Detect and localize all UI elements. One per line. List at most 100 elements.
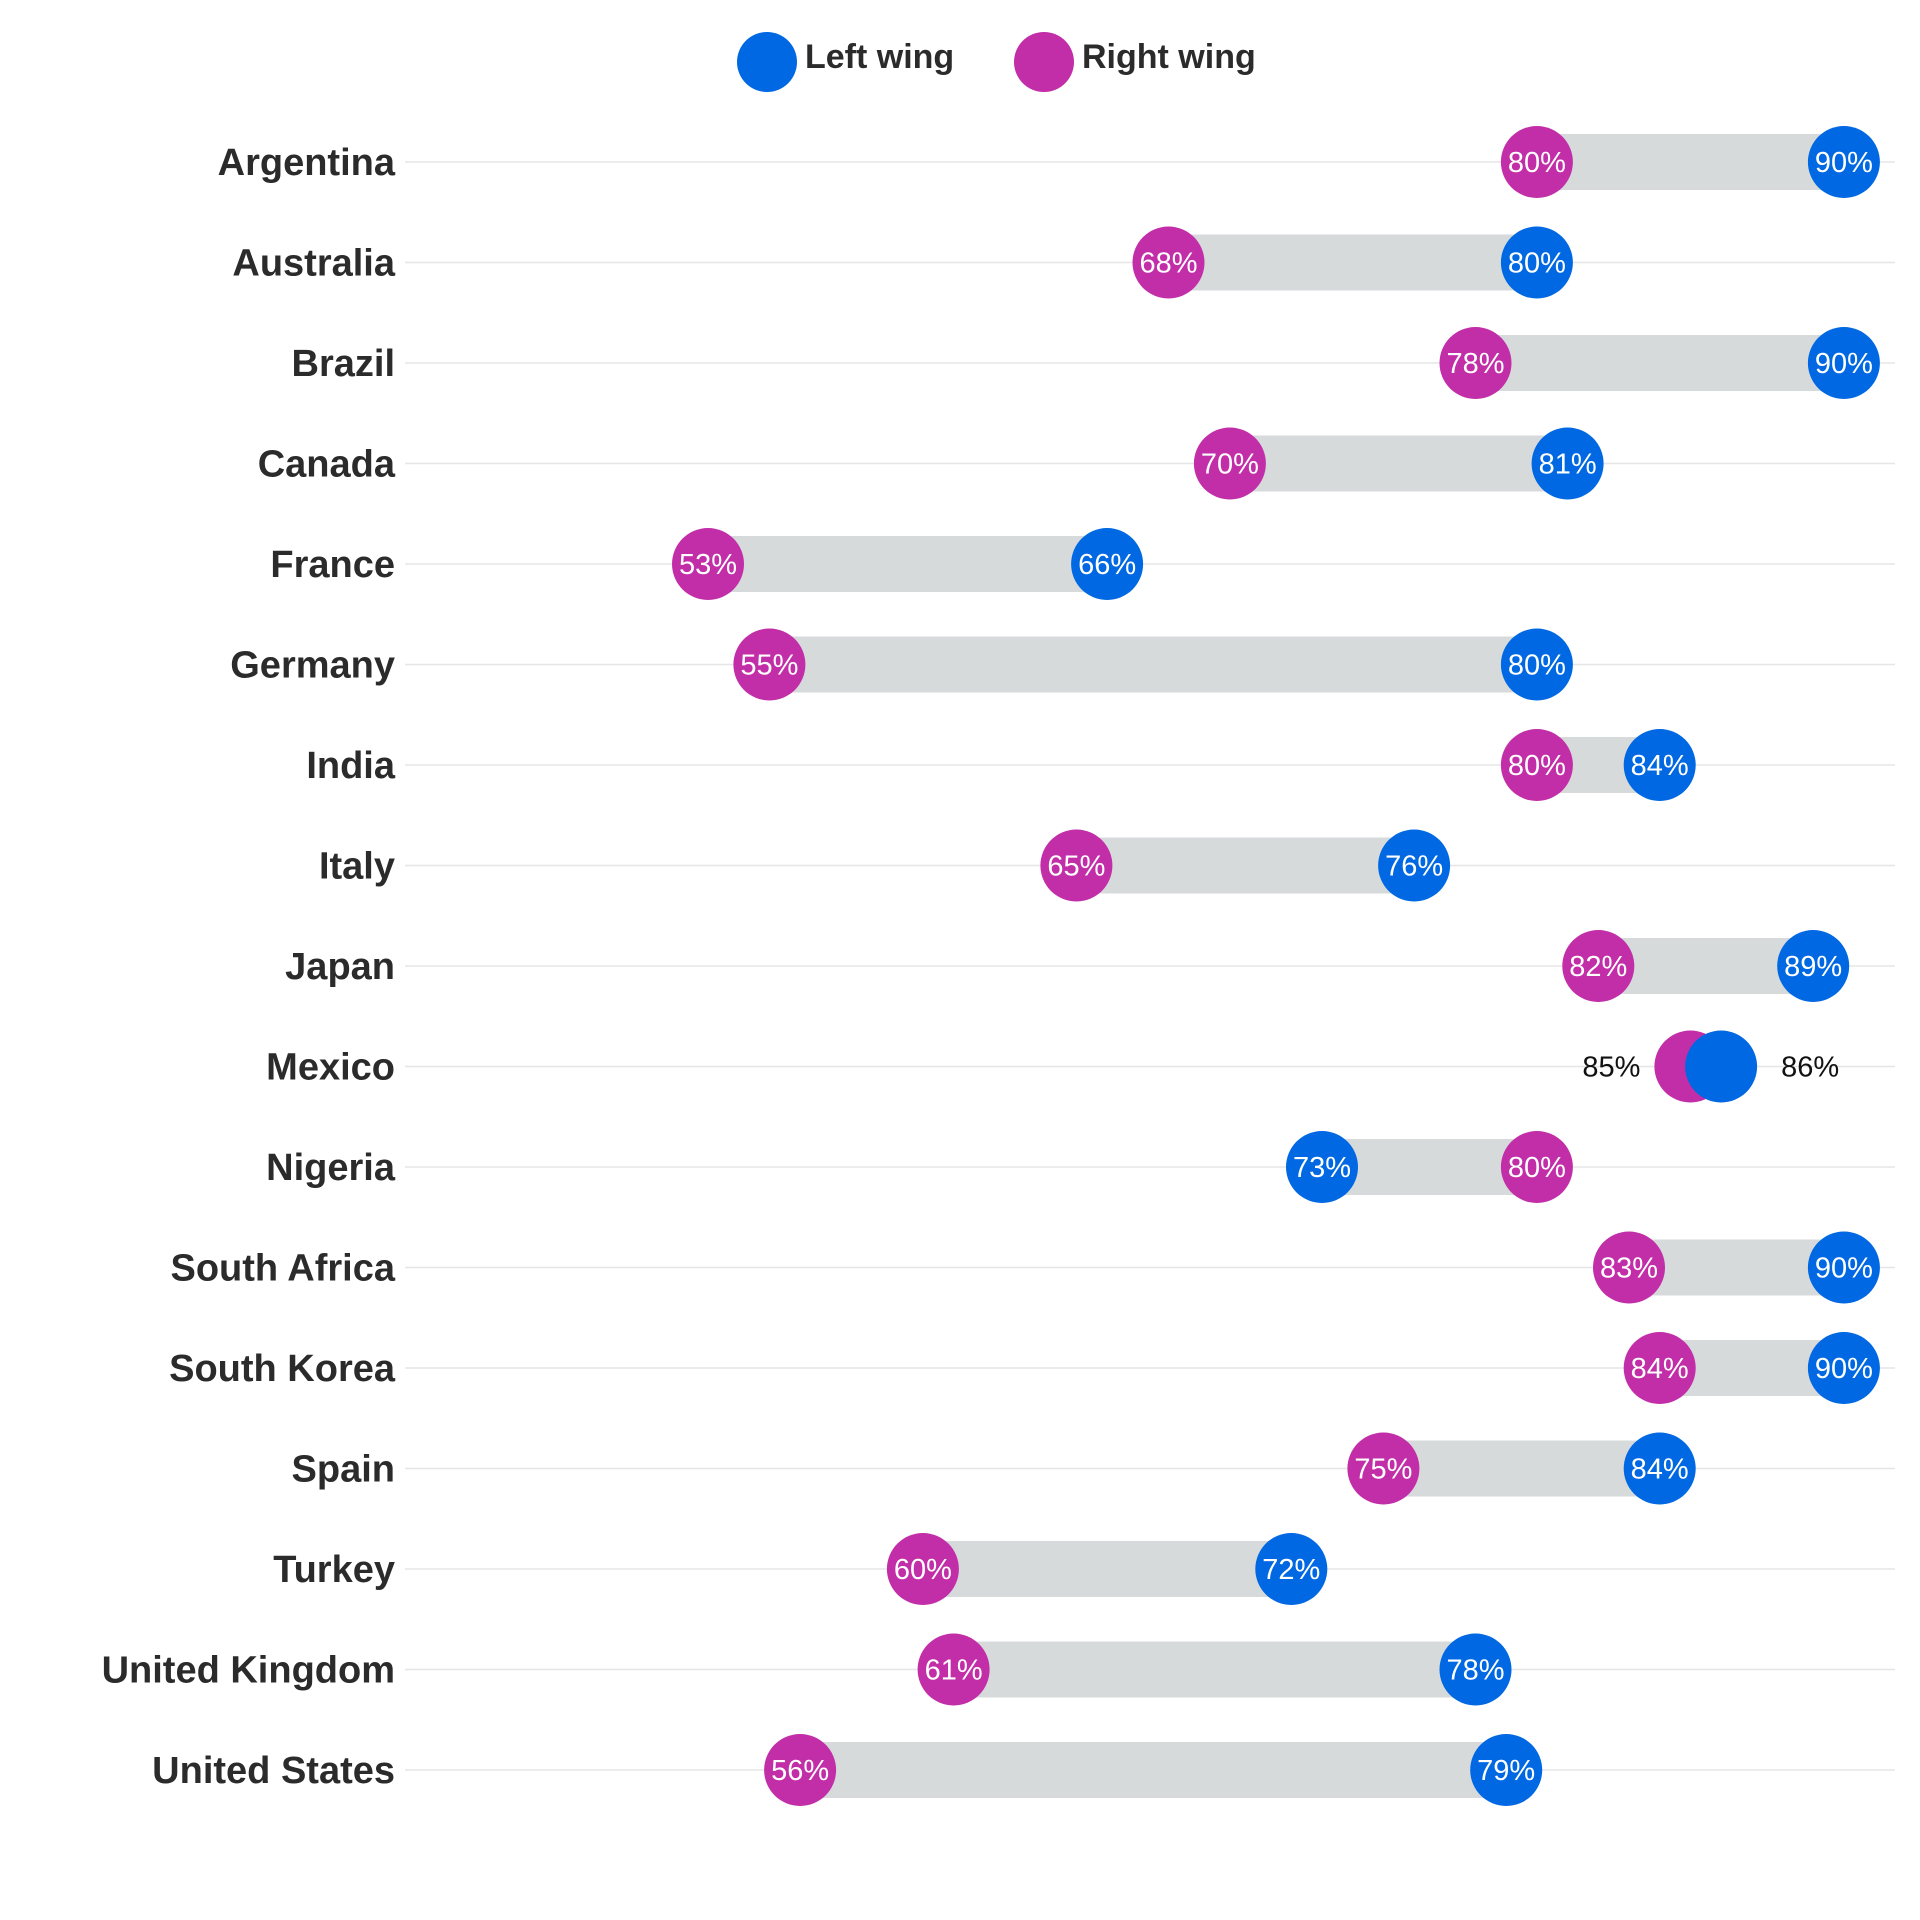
range-bar [922, 1541, 1292, 1597]
left-wing-dot [1439, 1633, 1512, 1706]
country-label: South Korea [169, 1348, 396, 1390]
legend-right-wing-label: Right wing [1082, 38, 1256, 76]
left-wing-value: 90% [1815, 1253, 1873, 1285]
left-wing-value: 79% [1477, 1755, 1535, 1787]
country-label: Canada [258, 444, 396, 486]
left-wing-value: 84% [1631, 750, 1689, 782]
right-wing-value: 65% [1047, 851, 1105, 883]
row-turkey: Turkey 60% 72% [273, 1533, 1895, 1605]
left-wing-dot [1623, 1432, 1696, 1505]
right-wing-dot [1623, 1332, 1696, 1404]
right-wing-dot [1132, 226, 1205, 299]
range-bar [1076, 837, 1415, 894]
left-wing-dot [1807, 126, 1880, 198]
row-canada: Canada 70% 81% [258, 427, 1895, 500]
legend-left-wing-swatch [737, 32, 797, 92]
plot-area: Argentina 80% 90% Australia 68% 80% Brazil 78% 9… [102, 126, 1895, 1806]
left-wing-dot [1623, 729, 1696, 801]
country-label: Australia [232, 243, 395, 285]
country-label: United States [152, 1750, 395, 1792]
left-wing-dot [1286, 1131, 1358, 1203]
range-bar [769, 636, 1537, 693]
left-wing-value: 73% [1293, 1152, 1351, 1184]
right-wing-dot [1347, 1432, 1420, 1505]
right-wing-value: 61% [925, 1655, 983, 1687]
row-nigeria: Nigeria 80% 73% [266, 1131, 1895, 1203]
left-wing-value: 90% [1815, 348, 1873, 380]
country-label: France [270, 544, 395, 586]
legend: Left wing Right wing [737, 32, 1256, 92]
right-wing-value: 80% [1508, 147, 1566, 179]
row-france: France 53% 66% [270, 528, 1895, 600]
left-wing-dot [1807, 1231, 1880, 1304]
left-wing-value: 81% [1539, 449, 1597, 481]
right-wing-dot [1193, 427, 1266, 500]
range-bar [708, 536, 1108, 592]
country-label: South Africa [171, 1248, 396, 1290]
right-wing-value: 75% [1354, 1454, 1412, 1486]
right-wing-value: 85% [1582, 1052, 1640, 1084]
left-wing-value: 80% [1508, 650, 1566, 682]
left-wing-value: 76% [1385, 851, 1443, 883]
left-wing-dot [1777, 930, 1850, 1002]
left-wing-dot [1807, 327, 1880, 399]
right-wing-dot [1593, 1231, 1665, 1304]
right-wing-value: 84% [1631, 1353, 1689, 1385]
right-wing-dot [733, 628, 806, 701]
left-wing-value: 90% [1815, 1353, 1873, 1385]
right-wing-dot [764, 1734, 837, 1806]
row-argentina: Argentina 80% 90% [218, 126, 1895, 198]
right-wing-value: 82% [1569, 951, 1627, 983]
right-wing-dot [672, 528, 744, 600]
left-wing-dot [1685, 1030, 1758, 1103]
left-wing-value: 89% [1784, 951, 1842, 983]
left-wing-dot [1255, 1533, 1328, 1605]
right-wing-value: 55% [740, 650, 798, 682]
row-germany: Germany 55% 80% [230, 628, 1895, 701]
left-wing-dot [1071, 528, 1144, 600]
right-wing-dot [1562, 930, 1635, 1002]
range-bar [1536, 134, 1844, 190]
row-india: India 80% 84% [306, 729, 1895, 801]
range-bar [1475, 335, 1844, 391]
left-wing-value: 72% [1262, 1554, 1320, 1586]
country-label: Mexico [266, 1047, 395, 1089]
row-australia: Australia 68% 80% [232, 226, 1895, 299]
country-label: Turkey [273, 1549, 395, 1591]
right-wing-dot [1500, 126, 1573, 198]
right-wing-dot [1439, 327, 1512, 399]
right-wing-dot [1040, 829, 1113, 902]
right-wing-value: 78% [1446, 348, 1504, 380]
right-wing-value: 80% [1508, 750, 1566, 782]
right-wing-value: 80% [1508, 1152, 1566, 1184]
legend-left-wing-label: Left wing [805, 38, 954, 76]
range-bar [800, 1742, 1507, 1798]
country-label: United Kingdom [102, 1650, 395, 1692]
right-wing-dot [1500, 729, 1573, 801]
right-wing-value: 68% [1139, 248, 1197, 280]
row-mexico: Mexico 85% 86% [266, 1030, 1895, 1103]
row-japan: Japan 82% 89% [285, 930, 1895, 1002]
left-wing-value: 90% [1815, 147, 1873, 179]
right-wing-dot [1500, 1131, 1573, 1203]
left-wing-value: 78% [1446, 1655, 1504, 1687]
left-wing-dot [1470, 1734, 1543, 1806]
country-label: India [306, 745, 396, 787]
country-label: Italy [319, 846, 395, 888]
country-label: Japan [285, 946, 395, 988]
left-wing-dot [1500, 226, 1573, 299]
country-label: Argentina [218, 142, 396, 184]
row-south-africa: South Africa 83% 90% [171, 1231, 1895, 1304]
left-wing-dot [1378, 829, 1451, 902]
right-wing-dot [917, 1633, 990, 1706]
row-united-states: United States 56% 79% [152, 1734, 1895, 1806]
left-wing-dot [1531, 427, 1604, 500]
country-label: Spain [292, 1449, 395, 1491]
right-wing-value: 83% [1600, 1253, 1658, 1285]
right-wing-value: 56% [771, 1755, 829, 1787]
row-italy: Italy 65% 76% [319, 829, 1895, 902]
left-wing-value: 84% [1631, 1454, 1689, 1486]
country-label: Nigeria [266, 1147, 396, 1189]
right-wing-value: 53% [679, 549, 737, 581]
range-bar [1383, 1440, 1660, 1497]
